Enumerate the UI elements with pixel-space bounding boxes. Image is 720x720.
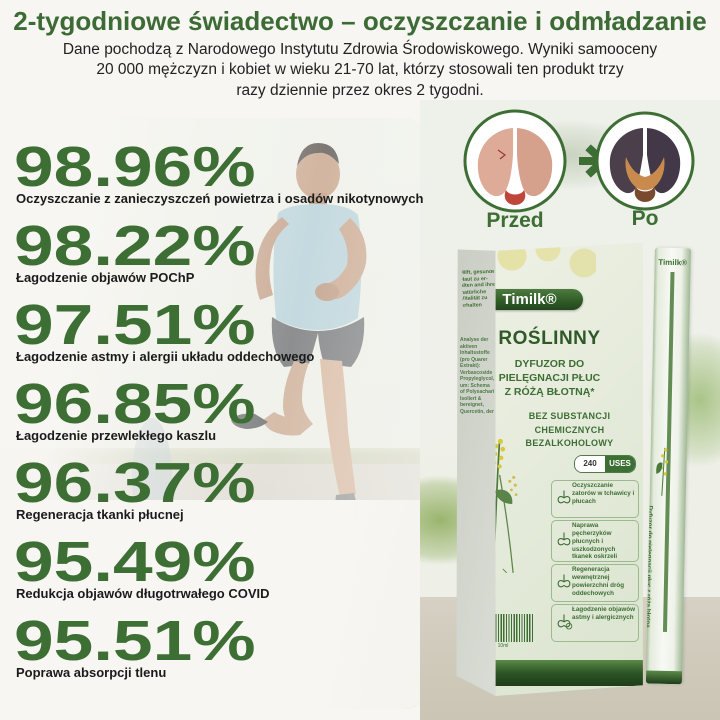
svg-text:Po: Po bbox=[632, 207, 659, 230]
svg-text:Przed: Przed bbox=[486, 209, 543, 232]
